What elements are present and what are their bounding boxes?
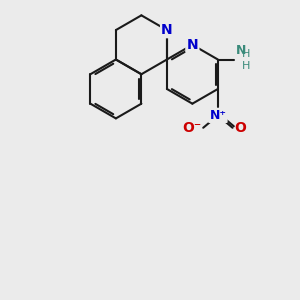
Text: O⁻: O⁻ xyxy=(182,121,201,135)
Text: N: N xyxy=(236,44,246,57)
Text: N: N xyxy=(187,38,198,52)
Text: N: N xyxy=(187,38,198,52)
Text: N: N xyxy=(161,23,173,37)
Text: H: H xyxy=(242,61,250,71)
Text: O: O xyxy=(234,121,246,135)
Text: N⁺: N⁺ xyxy=(209,109,226,122)
Text: H: H xyxy=(242,49,250,59)
Text: N⁺: N⁺ xyxy=(209,109,226,122)
Text: N: N xyxy=(161,23,173,37)
